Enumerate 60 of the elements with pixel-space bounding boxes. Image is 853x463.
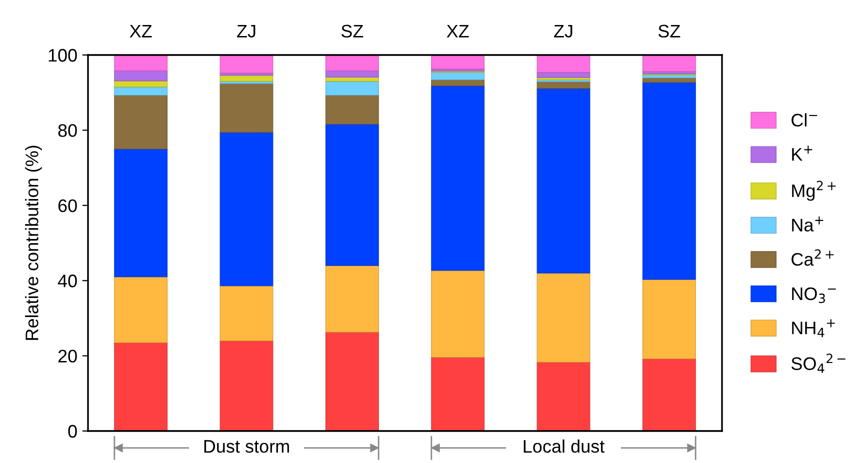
bar: [325, 81, 379, 96]
legend-label: Cl$^{−}$: [792, 113, 818, 127]
bar: [642, 82, 696, 280]
x-tick-label: SZ: [658, 24, 680, 38]
bar: [431, 270, 485, 358]
x-tick-label: XZ: [130, 24, 152, 38]
legend-label: Na$^{+}$: [792, 216, 824, 232]
bar: [431, 86, 485, 271]
y-tick-label: 20: [58, 350, 77, 363]
bar: [114, 55, 168, 72]
bar: [325, 124, 379, 266]
bar: [642, 358, 696, 431]
bar: [220, 75, 274, 82]
bar: [431, 80, 485, 86]
bar: [220, 286, 274, 342]
legend-label: Mg$^{2+}$: [792, 180, 836, 201]
bar: [114, 148, 168, 278]
y-axis-title: Relative contribution (%): [25, 146, 42, 340]
text: Dust storm: [204, 440, 289, 453]
bar: [536, 362, 590, 431]
bar: [325, 265, 379, 332]
bar: [114, 276, 168, 343]
x-tick-label: ZJ: [237, 24, 256, 38]
bar: [431, 357, 485, 431]
bar: [325, 70, 379, 78]
bar: [431, 72, 485, 80]
legend-label: NH$_{4}$$^{+}$: [792, 319, 835, 338]
bar: [325, 332, 379, 431]
bar: [536, 88, 590, 274]
x-tick-label: ZJ: [554, 24, 572, 38]
bar: [536, 81, 590, 89]
bar: [642, 279, 696, 360]
legend-label: Ca$^{2+}$: [792, 249, 834, 266]
x-tick-label: SZ: [341, 24, 364, 38]
bar: [325, 55, 379, 72]
y-tick-label: 80: [58, 124, 77, 137]
bar: [642, 55, 696, 72]
bar: [220, 340, 274, 431]
y-tick-label: 60: [58, 199, 77, 212]
y-tick-label: 100: [48, 48, 77, 62]
text: Local dust: [524, 440, 605, 453]
bar: [220, 55, 274, 74]
bar: [114, 86, 168, 96]
bar: [220, 83, 274, 133]
bar: [431, 55, 485, 70]
bar: [114, 342, 168, 431]
bar: [114, 80, 168, 88]
bar: [536, 55, 590, 73]
bar: [325, 94, 379, 124]
legend-label: SO$_{4}$$^{2−}$: [791, 354, 846, 373]
legend-label: NO$_{3}$$^{−}$: [792, 287, 836, 304]
bar: [114, 94, 168, 150]
y-tick-label: 40: [58, 274, 77, 288]
bar: [536, 272, 590, 362]
bar: [220, 132, 274, 286]
bar: [536, 72, 590, 78]
legend-label: K$^{+}$: [792, 146, 812, 161]
x-tick-label: XZ: [446, 24, 469, 38]
y-tick-label: 0: [68, 424, 77, 438]
bar: [114, 70, 168, 82]
